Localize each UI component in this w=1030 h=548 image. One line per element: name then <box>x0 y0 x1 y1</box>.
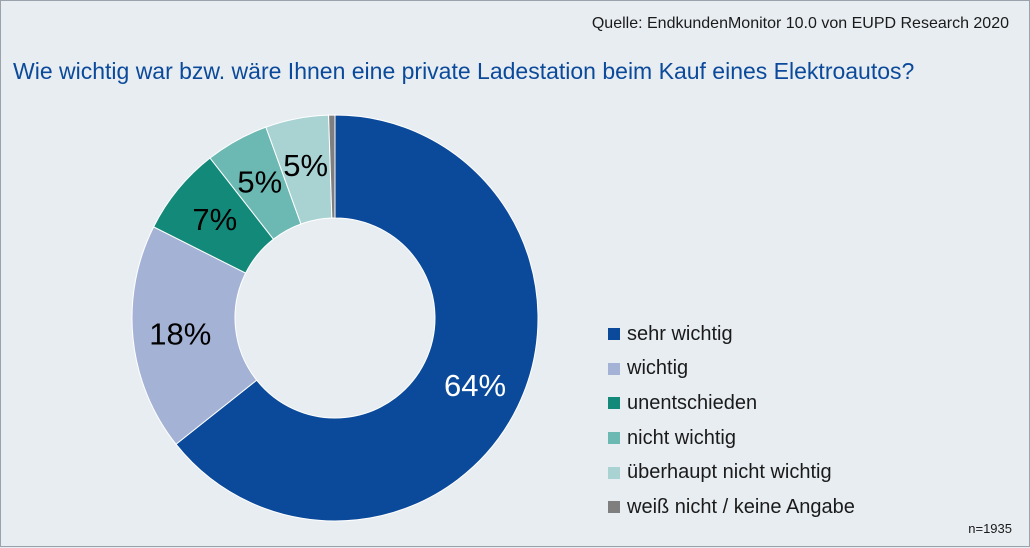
donut-data-label-4: 5% <box>283 148 328 183</box>
legend-label-4: überhaupt nicht wichtig <box>627 461 832 484</box>
legend-label-5: weiß nicht / keine Angabe <box>627 495 855 518</box>
legend-item-0: sehr wichtig <box>608 317 855 352</box>
legend-swatch-1 <box>608 362 620 375</box>
donut-slice-1 <box>131 226 258 445</box>
legend-item-1: wichtig <box>608 352 855 387</box>
legend-item-3: nicht wichtig <box>608 421 855 456</box>
legend-swatch-2 <box>608 397 620 410</box>
legend-label-1: wichtig <box>627 357 689 380</box>
legend-label-3: nicht wichtig <box>627 426 736 449</box>
sample-size-label: n=1935 <box>968 521 1012 536</box>
legend-label-2: unentschieden <box>627 391 758 414</box>
legend-item-4: überhaupt nicht wichtig <box>608 455 855 490</box>
donut-slice-0 <box>175 114 539 522</box>
chart-title: Wie wichtig war bzw. wäre Ihnen eine pri… <box>13 58 915 84</box>
legend-swatch-4 <box>608 466 620 479</box>
legend-item-5: weiß nicht / keine Angabe <box>608 490 855 525</box>
legend-swatch-0 <box>608 328 620 341</box>
donut-data-label-1: 18% <box>149 316 211 351</box>
donut-data-label-0: 64% <box>444 368 506 403</box>
donut-data-label-2: 7% <box>192 202 237 237</box>
chart-legend: sehr wichtig wichtig unentschieden nicht wi… <box>608 317 855 525</box>
legend-swatch-3 <box>608 432 620 445</box>
legend-label-0: sehr wichtig <box>627 322 733 345</box>
legend-swatch-5 <box>608 501 620 514</box>
donut-data-label-3: 5% <box>237 164 282 199</box>
legend-item-2: unentschieden <box>608 386 855 421</box>
donut-slice-5 <box>328 114 336 219</box>
source-label: Quelle: EndkundenMonitor 10.0 von EUPD R… <box>591 15 1009 32</box>
